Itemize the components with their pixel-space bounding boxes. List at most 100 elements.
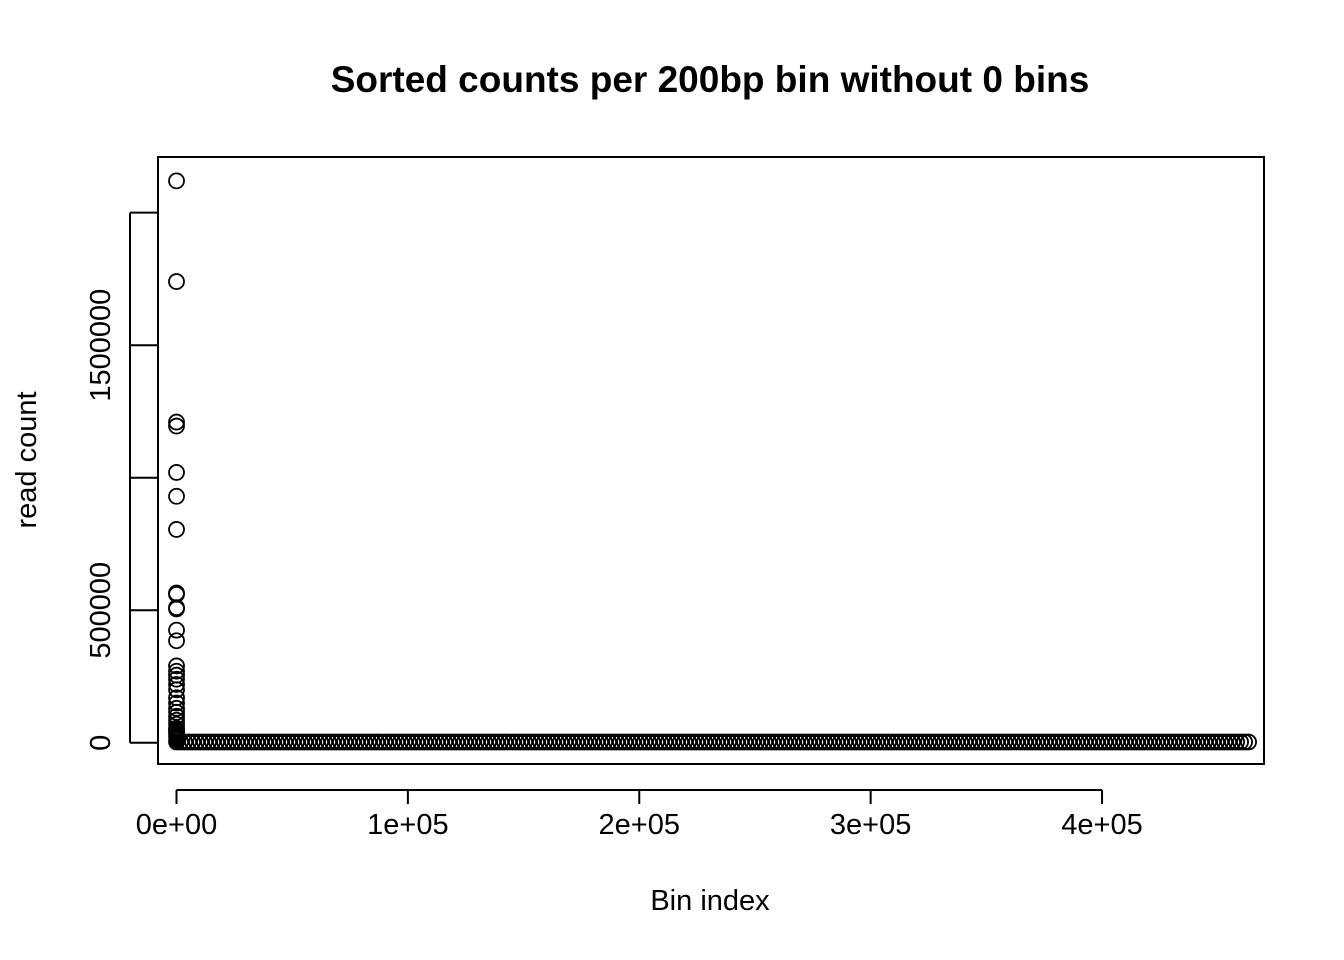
data-point bbox=[396, 733, 413, 751]
data-point bbox=[744, 733, 761, 751]
data-point bbox=[1152, 733, 1169, 751]
data-point bbox=[504, 733, 521, 751]
data-point bbox=[640, 733, 657, 751]
data-point bbox=[736, 733, 753, 751]
data-point bbox=[776, 733, 793, 751]
data-point bbox=[708, 733, 725, 751]
data-point bbox=[568, 733, 585, 751]
data-point bbox=[600, 733, 617, 751]
data-point bbox=[576, 733, 593, 751]
data-point bbox=[540, 733, 557, 751]
data-point bbox=[356, 733, 373, 751]
data-point bbox=[980, 733, 997, 751]
data-point bbox=[508, 733, 525, 751]
data-point bbox=[756, 733, 773, 751]
data-point bbox=[836, 733, 853, 751]
data-point bbox=[1124, 733, 1141, 751]
data-point bbox=[796, 733, 813, 751]
data-point bbox=[612, 733, 629, 751]
data-point bbox=[1032, 733, 1049, 751]
data-point bbox=[924, 733, 941, 751]
data-point bbox=[808, 733, 825, 751]
data-point bbox=[296, 733, 313, 751]
data-point bbox=[468, 733, 485, 751]
data-point bbox=[572, 733, 589, 751]
data-point bbox=[168, 413, 185, 431]
data-point bbox=[1160, 733, 1177, 751]
y-axis: 0 500000 1500000 bbox=[85, 211, 158, 751]
data-point bbox=[368, 733, 385, 751]
data-point bbox=[584, 733, 601, 751]
data-point bbox=[1172, 733, 1189, 751]
data-point bbox=[1188, 733, 1205, 751]
data-point bbox=[972, 733, 989, 751]
data-point bbox=[452, 733, 469, 751]
data-point bbox=[832, 733, 849, 751]
data-point bbox=[216, 733, 233, 751]
data-point bbox=[580, 733, 597, 751]
data-point bbox=[1220, 733, 1237, 751]
data-point bbox=[168, 657, 185, 675]
data-point bbox=[1128, 733, 1145, 751]
data-point bbox=[872, 733, 889, 751]
data-point bbox=[240, 733, 257, 751]
x-tick-label: 0e+00 bbox=[136, 809, 217, 841]
data-point bbox=[168, 699, 185, 717]
data-point bbox=[1200, 733, 1217, 751]
data-point bbox=[168, 487, 185, 505]
data-point bbox=[300, 733, 317, 751]
data-point bbox=[264, 733, 281, 751]
x-axis: 0e+00 1e+05 2e+05 3e+05 4e+05 bbox=[136, 789, 1143, 841]
data-point bbox=[676, 733, 693, 751]
data-point bbox=[632, 733, 649, 751]
data-point bbox=[1068, 733, 1085, 751]
data-point bbox=[208, 733, 225, 751]
data-point bbox=[852, 733, 869, 751]
data-point bbox=[1076, 733, 1093, 751]
data-point bbox=[336, 733, 353, 751]
data-point bbox=[168, 417, 185, 435]
data-point bbox=[1180, 733, 1197, 751]
data-point bbox=[1156, 733, 1173, 751]
data-point bbox=[1204, 733, 1221, 751]
data-point bbox=[1016, 733, 1033, 751]
data-point bbox=[1132, 733, 1149, 751]
data-point bbox=[232, 733, 249, 751]
data-point bbox=[312, 733, 329, 751]
data-point bbox=[184, 733, 201, 751]
data-point bbox=[564, 733, 581, 751]
data-point bbox=[200, 733, 217, 751]
data-point bbox=[556, 733, 573, 751]
data-point bbox=[1148, 733, 1165, 751]
data-point bbox=[996, 733, 1013, 751]
data-point bbox=[888, 733, 905, 751]
data-point bbox=[644, 733, 661, 751]
data-point bbox=[844, 733, 861, 751]
data-point bbox=[608, 733, 625, 751]
data-point bbox=[868, 733, 885, 751]
x-tick-label: 4e+05 bbox=[1061, 809, 1142, 841]
data-point bbox=[664, 733, 681, 751]
data-point bbox=[1192, 733, 1209, 751]
data-point bbox=[660, 733, 677, 751]
data-point bbox=[1004, 733, 1021, 751]
data-point bbox=[260, 733, 277, 751]
data-point bbox=[784, 733, 801, 751]
data-point bbox=[168, 621, 185, 639]
data-point bbox=[820, 733, 837, 751]
data-point bbox=[212, 733, 229, 751]
data-point bbox=[168, 273, 185, 290]
data-point bbox=[1052, 733, 1069, 751]
data-point bbox=[916, 733, 933, 751]
data-point bbox=[1064, 733, 1081, 751]
data-point bbox=[1140, 733, 1157, 751]
data-point bbox=[1024, 733, 1041, 751]
data-point bbox=[780, 733, 797, 751]
data-point bbox=[276, 733, 293, 751]
data-point bbox=[624, 733, 641, 751]
data-point bbox=[812, 733, 829, 751]
data-point bbox=[876, 733, 893, 751]
data-point bbox=[752, 733, 769, 751]
data-point bbox=[588, 733, 605, 751]
data-point bbox=[1048, 733, 1065, 751]
